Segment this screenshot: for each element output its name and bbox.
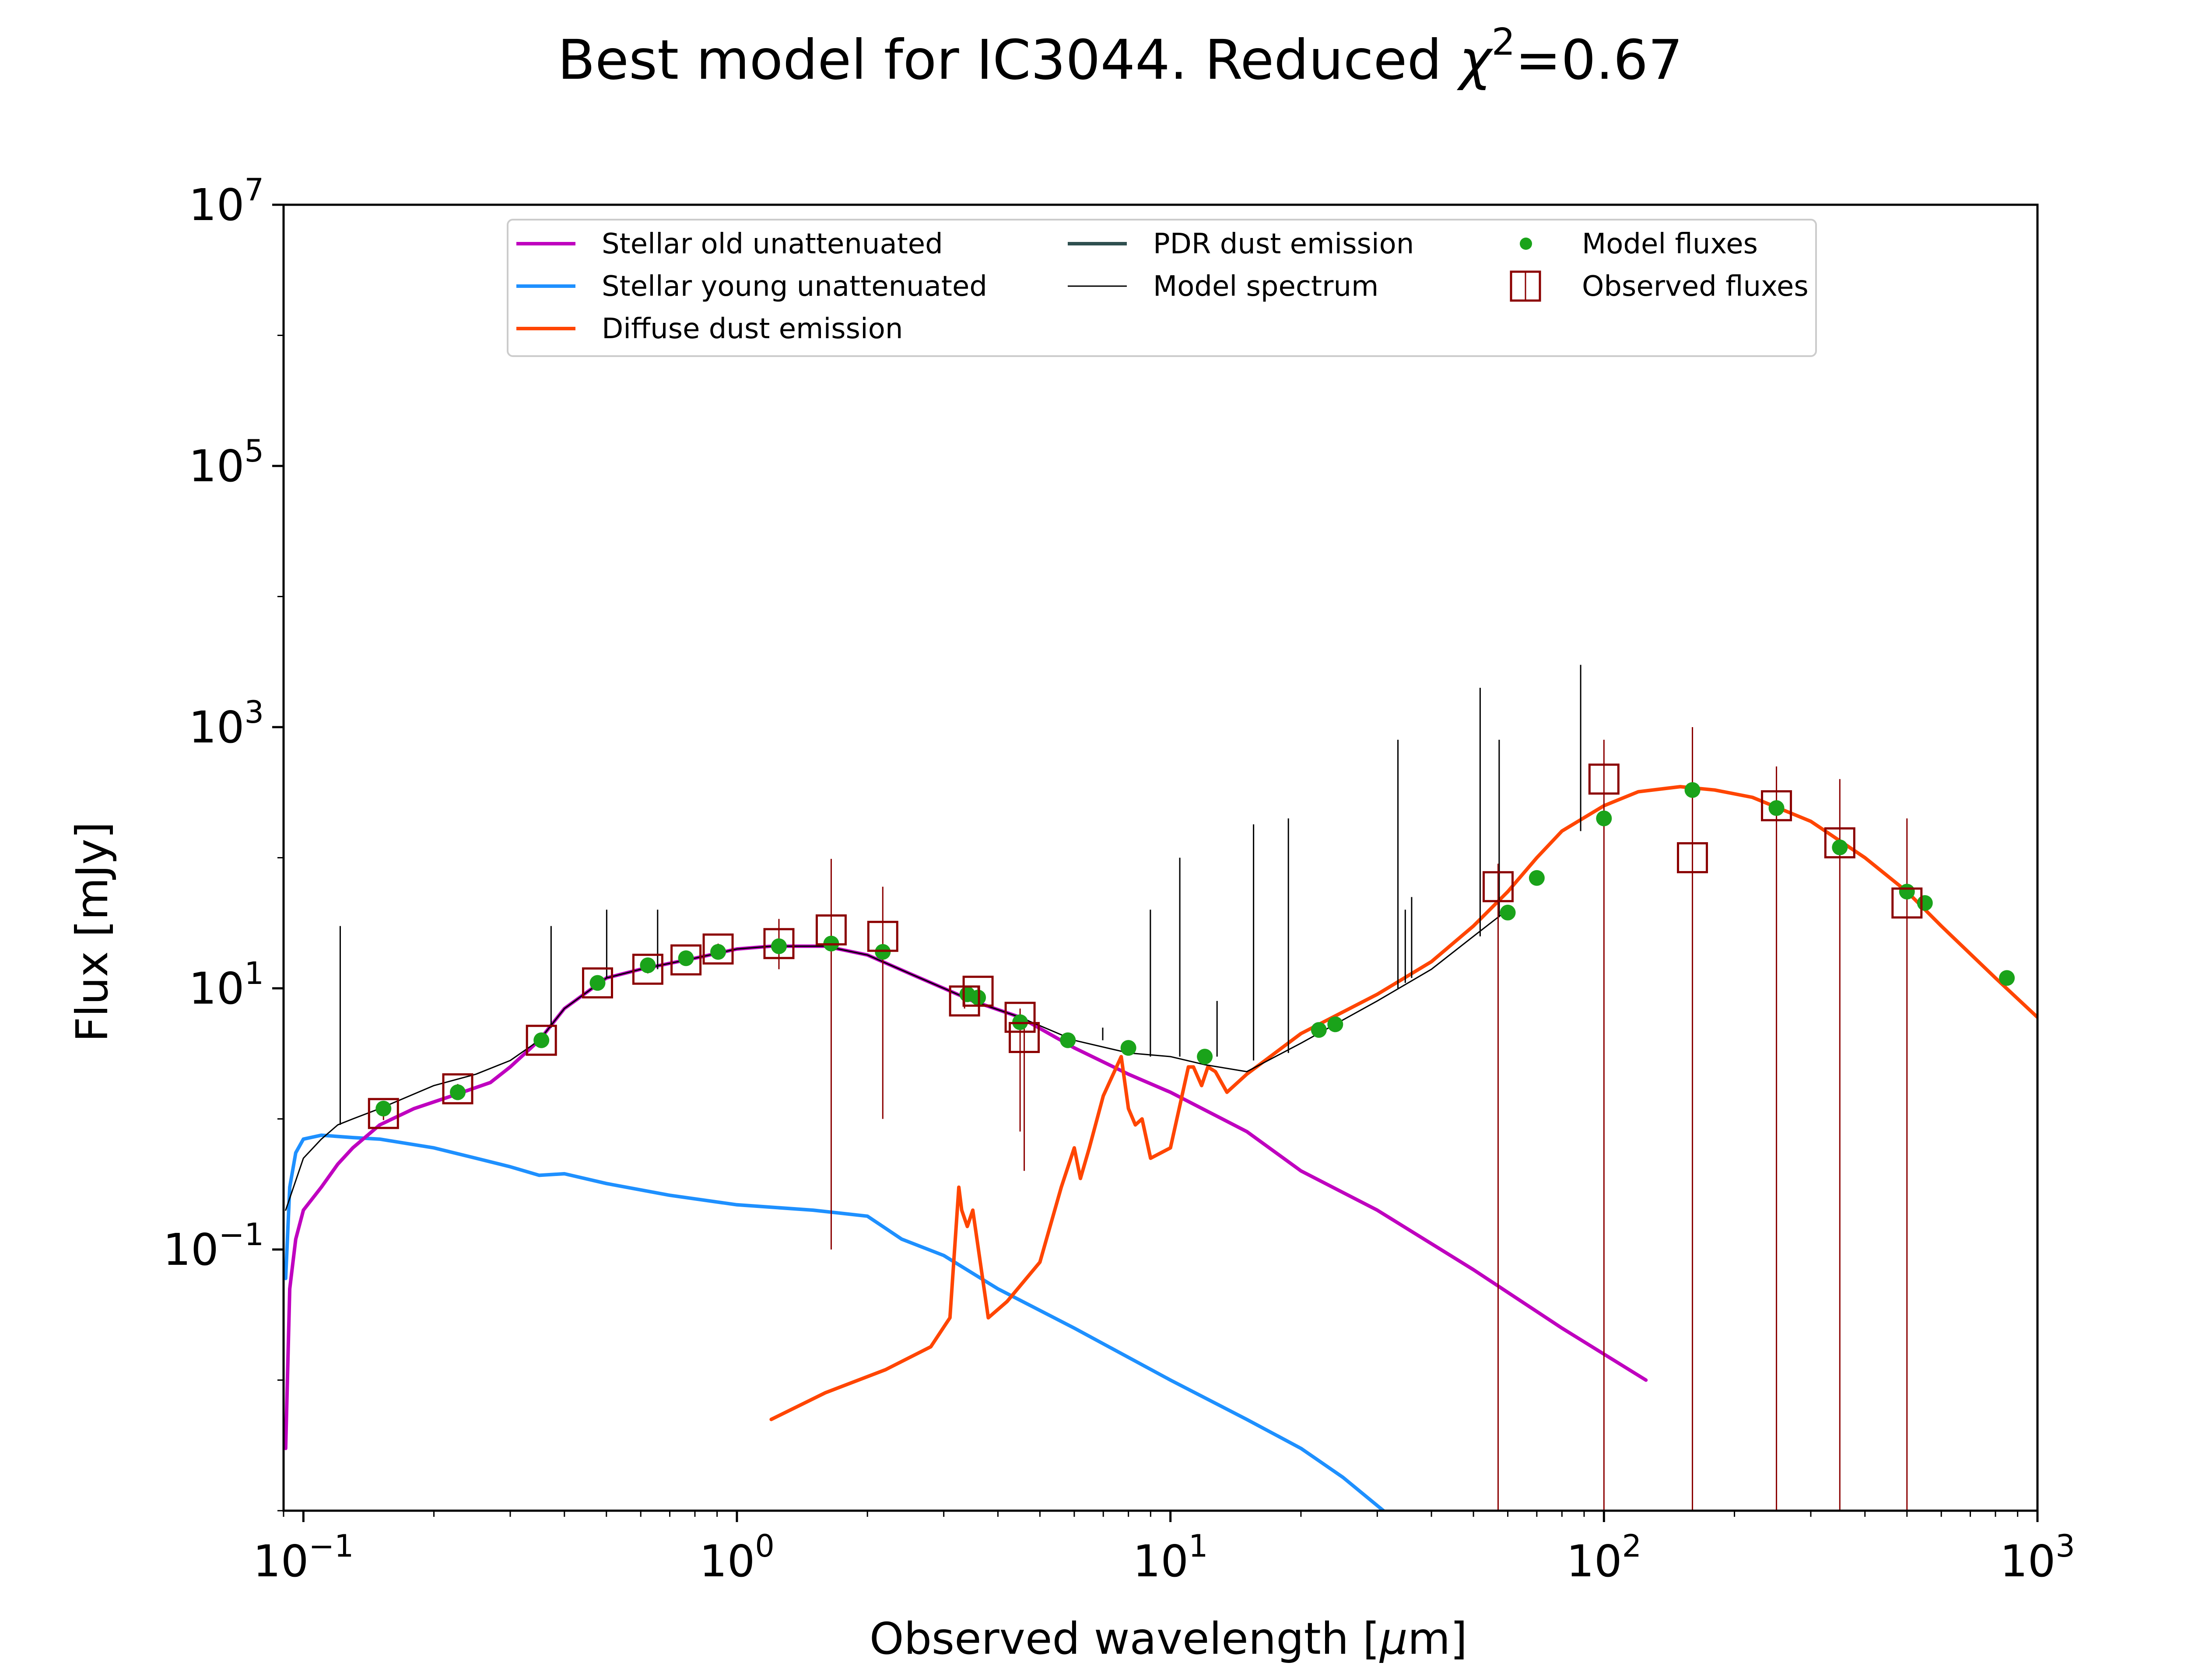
legend-label-model-fluxes: Model fluxes <box>1582 228 1758 260</box>
y-tick-label-base: 10 <box>163 1224 219 1275</box>
observed-flux-point-15 <box>1482 871 1514 903</box>
chart-title: Best model for IC3044. Reduced χ2=0.67 <box>558 21 1683 92</box>
model-flux-point <box>678 950 694 966</box>
observed-flux-point-4 <box>582 967 614 999</box>
x-tick-label-5: 103 <box>2000 1528 2075 1587</box>
y-tick-label-exp: 1 <box>244 956 264 991</box>
x-tick-label-exp: 2 <box>1622 1528 1642 1564</box>
legend-label-observed-fluxes: Observed fluxes <box>1582 270 1809 303</box>
x-tick-label-base: 10 <box>1133 1536 1189 1587</box>
x-tick-label-exp: −1 <box>309 1528 354 1564</box>
plot-area <box>284 665 2037 1511</box>
legend-label-pdr-dust-emission: PDR dust emission <box>1153 228 1414 260</box>
y-tick-label-exp: −1 <box>219 1217 264 1253</box>
x-tick-label-2: 100 <box>699 1528 775 1587</box>
observed-flux-point-13 <box>1004 1001 1036 1033</box>
model-flux-point <box>1684 782 1701 798</box>
y-tick-label-3: 103 <box>189 694 264 753</box>
x-tick-label-exp: 1 <box>1189 1528 1208 1564</box>
y-axis-label: Flux [mJy] <box>67 822 118 1042</box>
x-tick-label-base: 10 <box>253 1536 309 1587</box>
x-tick-label-4: 102 <box>1566 1528 1641 1587</box>
y-tick-label-exp: 3 <box>244 694 264 730</box>
y-tick-label-1: 10−1 <box>163 1217 264 1275</box>
x-tick-label-exp: 3 <box>2055 1528 2075 1564</box>
y-tick-label-2: 101 <box>189 956 264 1014</box>
y-tick-label-4: 105 <box>189 433 264 492</box>
observed-flux-point-19 <box>1824 827 1855 858</box>
x-tick-label-exp: 0 <box>755 1528 775 1564</box>
model-flux-point <box>1917 895 1933 911</box>
x-axis-label-mu: μ <box>1379 1613 1408 1664</box>
model-flux-point <box>1500 904 1516 920</box>
x-axis-label: Observed wavelength [μm] <box>870 1613 1467 1664</box>
chart-title-suffix: =0.67 <box>1515 28 1683 92</box>
legend-label-model-spectrum: Model spectrum <box>1153 270 1378 303</box>
chart-title-exp: 2 <box>1492 21 1515 64</box>
model-flux-point <box>1768 800 1785 816</box>
model-flux-point <box>375 1100 392 1116</box>
model-flux-point <box>533 1032 550 1048</box>
model-flux-point <box>771 938 787 954</box>
y-tick-label-base: 10 <box>189 963 244 1014</box>
model-flux-point <box>1596 810 1612 826</box>
model-flux-point <box>1327 1016 1343 1032</box>
observed-flux-point-14 <box>1009 1022 1040 1053</box>
observed-flux-point-12 <box>962 976 994 1007</box>
y-tick-label-exp: 7 <box>244 172 264 208</box>
x-tick-label-base: 10 <box>1566 1536 1622 1587</box>
observed-flux-point-16 <box>1588 763 1620 795</box>
y-tick-label-base: 10 <box>189 179 244 231</box>
y-tick-label-5: 107 <box>189 172 264 231</box>
legend: Stellar old unattenuated Stellar young un… <box>507 219 1817 357</box>
observed-flux-point-2 <box>442 1073 473 1105</box>
y-tick-label-exp: 5 <box>244 433 264 469</box>
x-tick-label-1: 10−1 <box>253 1528 354 1587</box>
model-flux-point <box>640 957 656 973</box>
observed-flux-point-17 <box>1677 842 1708 873</box>
legend-label-stellar-old-unattenuated: Stellar old unattenuated <box>602 228 943 260</box>
observed-flux-point-20 <box>1891 887 1923 919</box>
model-flux-point <box>1060 1032 1076 1048</box>
observed-flux-point-7 <box>702 933 734 965</box>
observed-flux-point-3 <box>526 1025 557 1056</box>
model-flux-point <box>1899 884 1915 900</box>
observed-flux-point-8 <box>763 928 795 959</box>
model-flux-point <box>1529 870 1545 886</box>
observed-flux-point-18 <box>1761 790 1792 822</box>
legend-label-diffuse-dust-emission: Diffuse dust emission <box>602 313 903 345</box>
series-line-stellar-young-unattenuated <box>284 1133 1385 1511</box>
x-tick-label-3: 101 <box>1133 1528 1208 1587</box>
model-flux-point <box>1120 1040 1136 1056</box>
legend-box <box>507 219 1817 357</box>
y-tick-label-base: 10 <box>189 702 244 753</box>
chart-title-text: Best model for IC3044. Reduced <box>558 28 1459 92</box>
model-flux-point <box>450 1084 466 1100</box>
x-axis-label-suffix: m] <box>1408 1613 1467 1664</box>
observed-flux-point-6 <box>670 944 702 976</box>
model-flux-point <box>589 975 606 991</box>
plot-clipped-content <box>284 665 2037 1511</box>
y-tick-label-base: 10 <box>189 441 244 492</box>
observed-flux-point-1 <box>368 1098 399 1129</box>
x-tick-label-base: 10 <box>2000 1536 2055 1587</box>
model-flux-point <box>1197 1049 1213 1065</box>
x-axis-label-text: Observed wavelength [ <box>870 1613 1380 1664</box>
model-flux-point <box>875 944 891 960</box>
model-flux-point <box>1999 970 2015 986</box>
model-flux-point <box>1311 1022 1327 1038</box>
model-flux-point <box>1832 839 1848 855</box>
legend-swatch-model-fluxes <box>1520 238 1532 250</box>
observed-flux-point-5 <box>632 953 663 985</box>
model-flux-point <box>710 944 726 960</box>
chart-title-chi: χ <box>1457 28 1494 92</box>
x-tick-label-base: 10 <box>699 1536 755 1587</box>
legend-label-stellar-young-unattenuated: Stellar young unattenuated <box>602 270 987 303</box>
observed-flux-point-9 <box>815 914 847 946</box>
observed-flux-point-10 <box>867 920 898 952</box>
